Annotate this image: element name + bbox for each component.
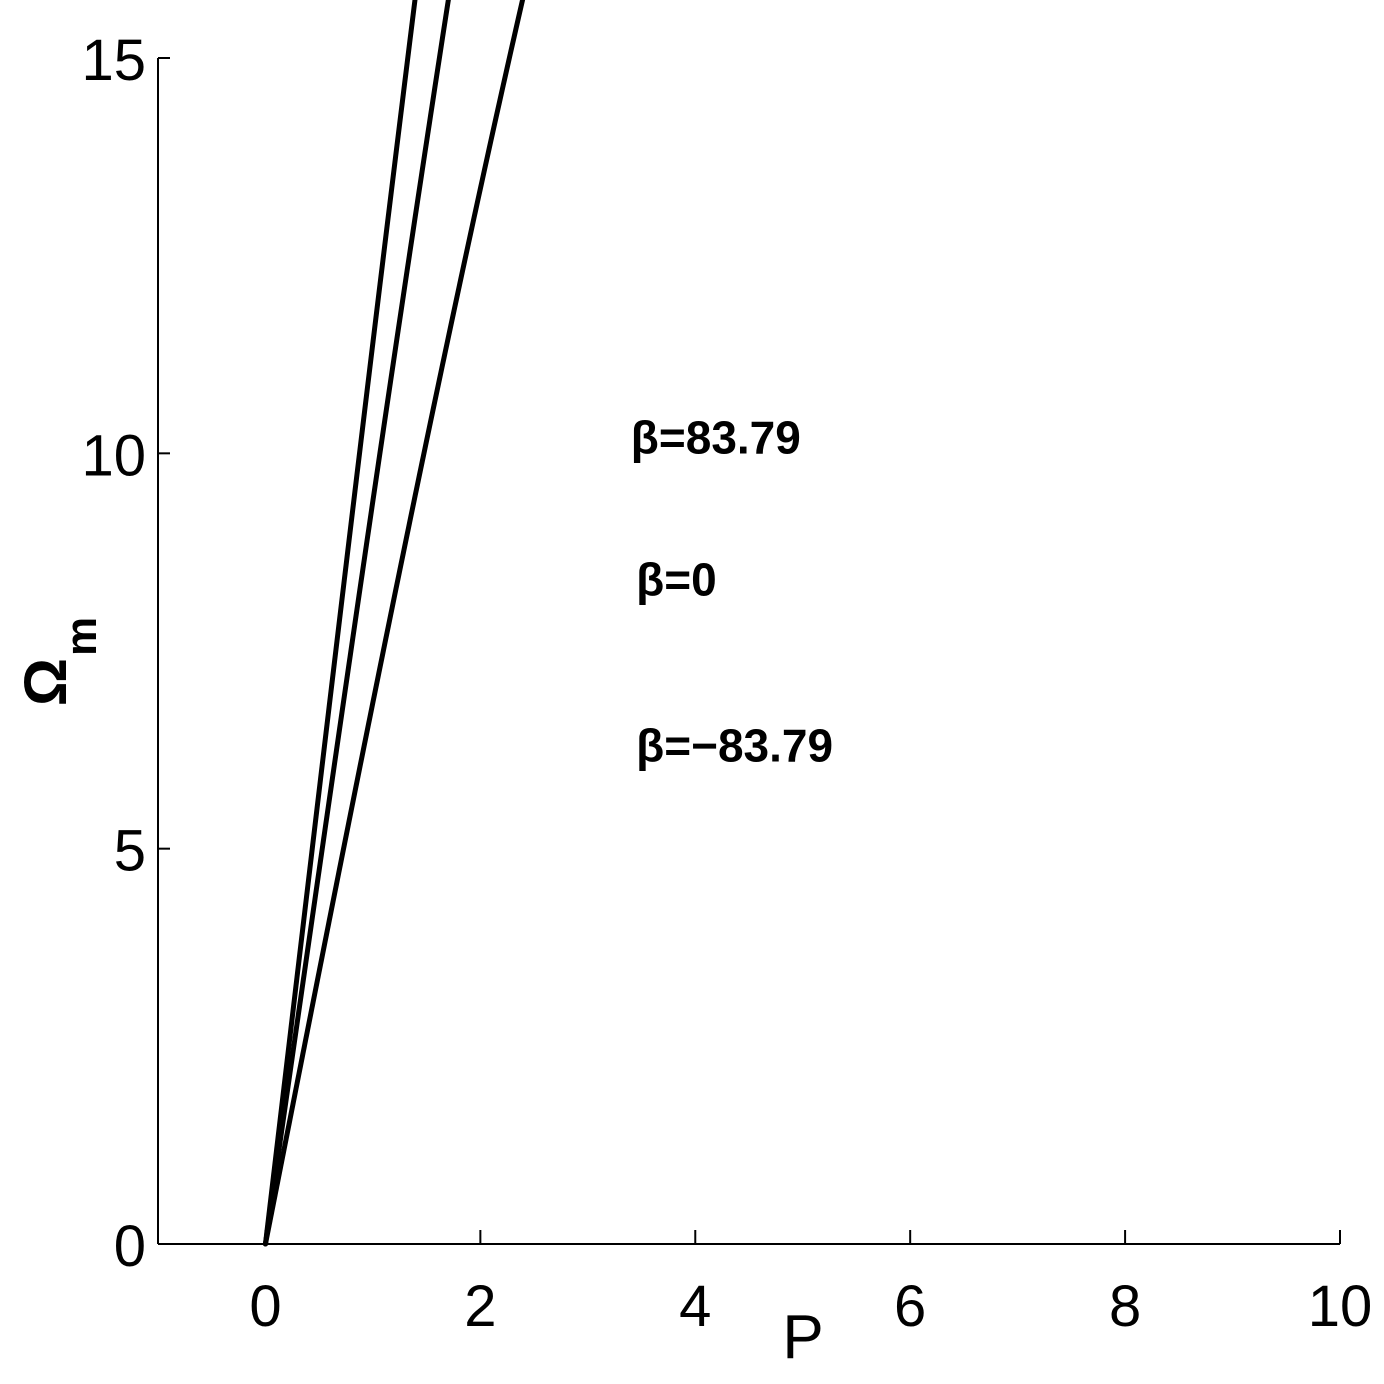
- y-axis-label-main: Ω: [12, 658, 79, 706]
- y-axis-label-sub: m: [57, 617, 106, 656]
- series-line-2: [262, 0, 526, 1247]
- x-axis-label: P: [782, 1303, 823, 1372]
- series-label-0: β=83.79: [631, 411, 801, 463]
- series-line-0: [262, 0, 418, 1247]
- axes: [157, 58, 1340, 1245]
- y-tick-label: 10: [81, 423, 146, 488]
- y-tick-label: 15: [81, 28, 146, 93]
- series-line-1: [262, 0, 451, 1247]
- x-tick-label: 10: [1308, 1274, 1373, 1339]
- ticks: 0 2 4 6 8 10 0 5 10 15: [81, 28, 1372, 1339]
- x-tick-label: 6: [894, 1274, 926, 1339]
- x-tick-label: 8: [1109, 1274, 1141, 1339]
- x-tick-label: 0: [249, 1274, 281, 1339]
- x-tick-label: 4: [679, 1274, 711, 1339]
- y-axis-label: Ω m: [12, 617, 106, 706]
- labels: β=83.79 β=0 β=−83.79: [631, 411, 833, 771]
- curves: [262, 0, 526, 1247]
- x-tick-label: 2: [464, 1274, 496, 1339]
- y-tick-label: 5: [114, 819, 146, 884]
- series-label-2: β=−83.79: [636, 720, 833, 772]
- y-tick-label: 0: [114, 1214, 146, 1279]
- series-label-1: β=0: [636, 554, 717, 606]
